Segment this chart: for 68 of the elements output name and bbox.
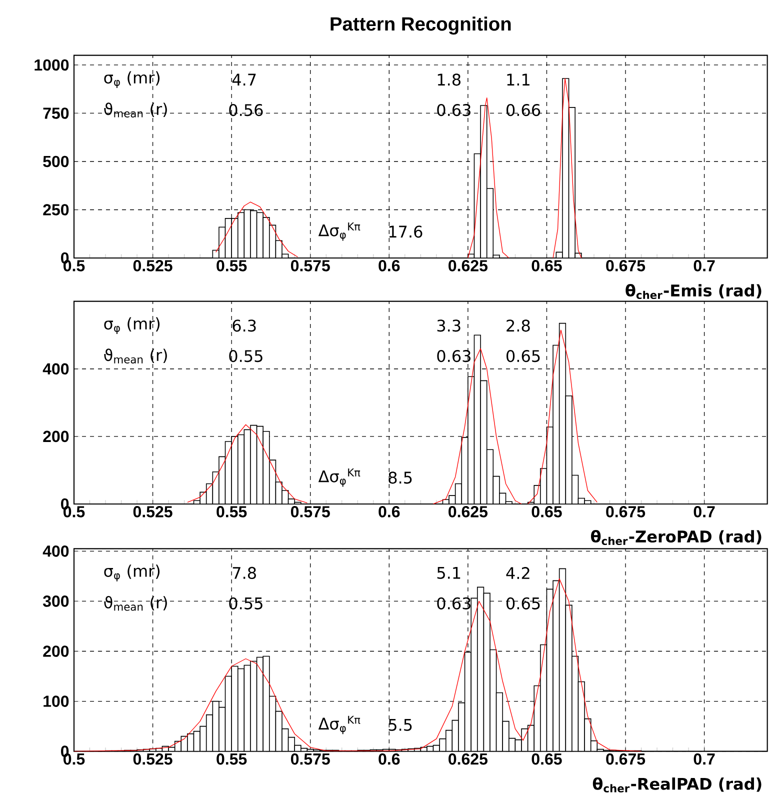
- x-axis-title: θ$_{cher}$-Emis (rad): [626, 284, 762, 300]
- annotation: ϑ$_{mean}$ (r): [104, 102, 167, 118]
- annotation: 0.56: [229, 104, 263, 116]
- y-tick-label: 250: [43, 204, 68, 216]
- annotation: Δσ$_{φ}$Kπ: [318, 468, 360, 487]
- x-tick-label: 0.525: [133, 506, 172, 518]
- annotation: 2.8: [506, 320, 530, 332]
- annotation: 7.8: [232, 566, 256, 580]
- annotation: 1.1: [507, 74, 530, 86]
- annotation: Δσ$_{φ}$Kπ: [318, 716, 360, 734]
- y-tick-label: 750: [43, 108, 68, 119]
- y-tick-label: 100: [43, 696, 68, 707]
- annotation: 0.55: [229, 597, 262, 610]
- x-tick-label: 0.65: [532, 753, 562, 765]
- annotation: 8.5: [388, 472, 412, 484]
- y-tick-label: 300: [42, 596, 68, 607]
- x-tick-label: 0.6: [378, 753, 400, 765]
- annotation: ϑ$_{mean}$ (r): [104, 348, 167, 364]
- annotation: 0.65: [506, 350, 540, 362]
- annotation: Δσ$_{φ}$Kπ: [318, 222, 360, 241]
- annotation: ϑ$_{mean}$ (r): [104, 596, 167, 611]
- annotation: 4.2: [506, 567, 530, 579]
- annotation: 5.1: [437, 567, 460, 579]
- annotation: 0.63: [437, 350, 470, 362]
- y-tick-label: 400: [42, 546, 68, 557]
- x-tick-label: 0.625: [448, 260, 488, 272]
- x-tick-label: 0.6: [378, 506, 400, 518]
- x-tick-label: 0.7: [694, 753, 715, 765]
- x-tick-label: 0.55: [216, 506, 247, 518]
- x-tick-label: 0.55: [216, 753, 247, 765]
- y-tick-label: 1000: [34, 59, 68, 71]
- x-tick-label: 0.575: [290, 506, 330, 518]
- annotation: 6.3: [232, 320, 256, 332]
- annotation: 0.66: [506, 104, 540, 116]
- x-tick-label: 0.65: [532, 260, 562, 272]
- annotation: 3.3: [437, 320, 460, 332]
- annotation: 4.7: [232, 74, 256, 86]
- annotation: 0.63: [437, 104, 470, 116]
- annotation: 0.55: [229, 350, 262, 362]
- annotation: 17.6: [389, 226, 422, 238]
- x-tick-label: 0.55: [216, 260, 247, 272]
- y-tick-label: 200: [43, 646, 68, 657]
- x-tick-label: 0.6: [378, 260, 400, 272]
- x-tick-label: 0.65: [532, 506, 562, 518]
- x-tick-label: 0.675: [606, 506, 645, 518]
- annotation: σ$_{φ}$ (mr): [104, 317, 160, 334]
- annotation: 5.5: [388, 719, 412, 731]
- x-tick-label: 0.675: [606, 753, 645, 765]
- x-tick-label: 0.7: [694, 260, 715, 272]
- x-axis-title: θ$_{cher}$-ZeroPAD (rad): [590, 530, 762, 546]
- annotation: σ$_{φ}$ (mr): [104, 71, 160, 88]
- annotation: 0.65: [506, 597, 540, 610]
- x-tick-label: 0.575: [290, 260, 330, 272]
- x-tick-label: 0.575: [290, 753, 330, 765]
- x-tick-label: 0.625: [448, 506, 488, 518]
- y-tick-label: 500: [42, 156, 68, 168]
- chart-title: Pattern Recognition: [330, 16, 511, 35]
- x-tick-label: 0.7: [694, 506, 715, 518]
- x-tick-label: 0.525: [133, 260, 172, 272]
- annotation: σ$_{φ}$ (mr): [104, 564, 160, 582]
- x-axis-title: θ$_{cher}$-RealPAD (rad): [592, 777, 762, 792]
- annotation: 0.63: [437, 597, 470, 610]
- x-tick-label: 0.525: [133, 753, 172, 765]
- y-tick-label: 200: [43, 430, 68, 442]
- y-tick-label: 400: [42, 363, 68, 375]
- annotation: 1.8: [438, 74, 460, 86]
- x-tick-label: 0.625: [448, 753, 488, 765]
- x-tick-label: 0.675: [606, 260, 645, 272]
